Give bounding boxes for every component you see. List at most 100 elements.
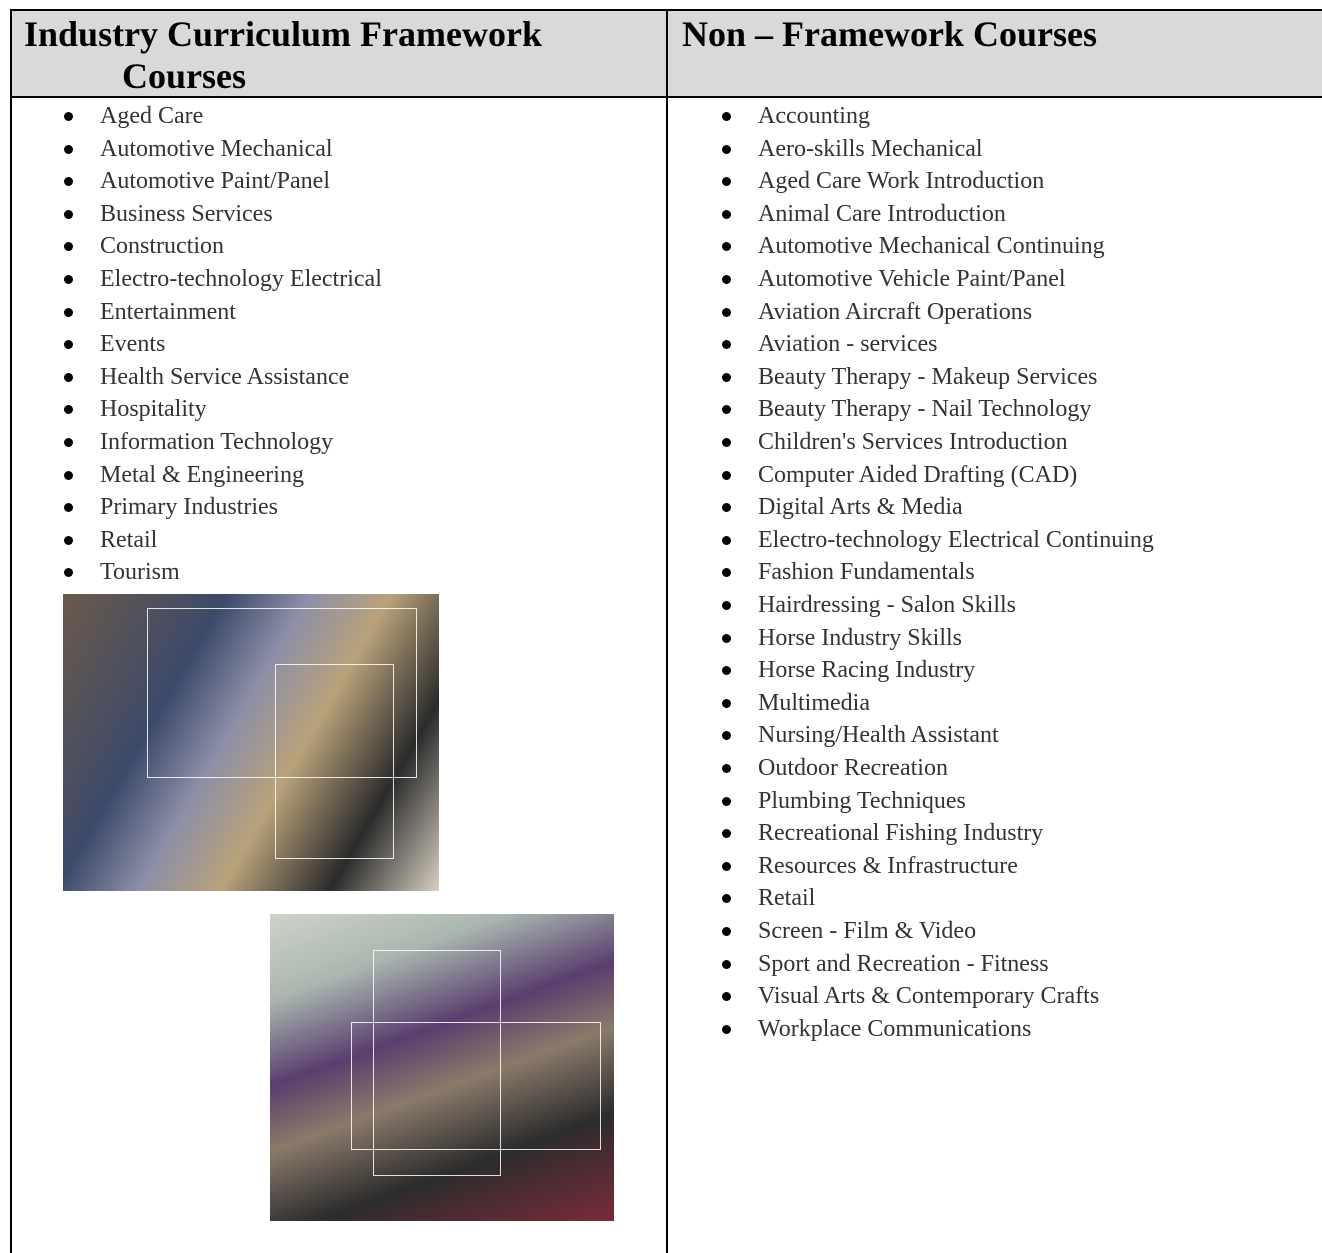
bullet (722, 372, 731, 382)
bullet (722, 568, 731, 578)
bullet (64, 177, 73, 187)
photo-frame (373, 950, 501, 1176)
list-item: Retail (758, 885, 816, 912)
list-item: Outdoor Recreation (758, 755, 948, 781)
list-item: Recreational Fishing Industry (758, 820, 1044, 847)
list-item: Workplace Communications (758, 1015, 1032, 1042)
list-item: Digital Arts & Media (758, 494, 963, 521)
bullet (722, 340, 731, 350)
list-item: Children's Services Introduction (758, 429, 1068, 455)
bullet (722, 796, 731, 806)
list-item: Aero-skills Mechanical (758, 135, 983, 162)
list-item: Multimedia (758, 689, 870, 716)
bullet (64, 372, 73, 382)
bullet (722, 927, 731, 936)
bullet (64, 340, 73, 350)
list-item: Information Technology (100, 429, 334, 455)
bullet (722, 503, 731, 513)
bullet (722, 275, 731, 284)
bullet (64, 307, 73, 317)
bullet (722, 894, 731, 904)
list-item: Aged Care (100, 103, 204, 129)
bullet (722, 405, 731, 415)
list-item: Automotive Mechanical Continuing (758, 233, 1105, 260)
bullet (64, 144, 73, 154)
header-cell (11, 10, 667, 96)
list-item: Automotive Vehicle Paint/Panel (758, 266, 1066, 292)
bullet (722, 992, 731, 1002)
list-item: Animal Care Introduction (758, 200, 1006, 227)
list-item: Sport and Recreation - Fitness (758, 950, 1049, 977)
list-item: Beauty Therapy - Nail Technology (758, 396, 1092, 423)
bullet (722, 112, 731, 121)
photo (270, 914, 614, 1221)
bullet (64, 242, 73, 252)
header-cell (668, 10, 1322, 96)
list-item: Business Services (100, 200, 273, 227)
photo-frame (351, 1022, 601, 1150)
bullet (722, 633, 731, 643)
bullet (722, 829, 731, 839)
list-item: Aged Care Work Introduction (758, 168, 1045, 195)
list-item: Screen - Film & Video (758, 918, 977, 944)
list-item: Accounting (758, 103, 870, 129)
list-item: Metal & Engineering (100, 461, 304, 488)
bullet (64, 568, 73, 578)
list-item: Automotive Paint/Panel (100, 168, 330, 195)
bullet (722, 438, 731, 447)
list-item: Construction (100, 233, 224, 260)
bullet (64, 470, 73, 480)
list-item: Electro-technology Electrical (100, 266, 382, 292)
list-item: Hospitality (100, 396, 207, 423)
bullet (722, 764, 731, 773)
photo (63, 594, 439, 891)
list-item: Electro-technology Electrical Continuing (758, 526, 1154, 553)
list-item: Beauty Therapy - Makeup Services (758, 363, 1098, 390)
bullet (64, 275, 73, 284)
bullet (722, 698, 731, 708)
list-item: Health Service Assistance (100, 363, 350, 390)
list-item: Fashion Fundamentals (758, 559, 975, 586)
table-border (10, 9, 12, 1253)
list-item: Retail (100, 526, 158, 553)
list-item: Hairdressing - Salon Skills (758, 592, 1016, 618)
list-item: Aviation - services (758, 331, 938, 358)
list-item: Resources & Infrastructure (758, 852, 1018, 879)
bullet (64, 405, 73, 415)
list-item: Plumbing Techniques (758, 787, 966, 814)
photo-frame (147, 608, 417, 778)
bullet (64, 503, 73, 513)
bullet (722, 535, 731, 545)
bullet (722, 731, 731, 741)
list-item: Automotive Mechanical (100, 135, 333, 162)
bullet (722, 601, 731, 610)
bullet (722, 242, 731, 252)
list-item: Horse Racing Industry (758, 657, 976, 684)
bullet (722, 144, 731, 154)
list-item: Computer Aided Drafting (CAD) (758, 461, 1078, 488)
header-text: Non – Framework Courses (682, 14, 1097, 54)
bullet (722, 1024, 731, 1034)
list-item: Horse Industry Skills (758, 624, 962, 651)
bullet (722, 959, 731, 969)
bullet (64, 112, 73, 121)
bullet (722, 209, 731, 219)
list-item: Primary Industries (100, 494, 278, 521)
bullet (722, 470, 731, 480)
list-item: Entertainment (100, 298, 236, 325)
bullet (64, 209, 73, 219)
list-item: Visual Arts & Contemporary Crafts (758, 983, 1100, 1010)
bullet (64, 535, 73, 545)
photo-frame (275, 664, 394, 859)
list-item: Nursing/Health Assistant (758, 722, 999, 749)
list-item: Tourism (100, 559, 180, 586)
bullet (64, 438, 73, 447)
list-item: Events (100, 331, 166, 358)
table-border (666, 9, 668, 1253)
bullet (722, 861, 731, 871)
bullet (722, 666, 731, 676)
bullet (722, 177, 731, 187)
bullet (722, 307, 731, 317)
header-text: Industry Curriculum Framework Courses (24, 14, 542, 96)
